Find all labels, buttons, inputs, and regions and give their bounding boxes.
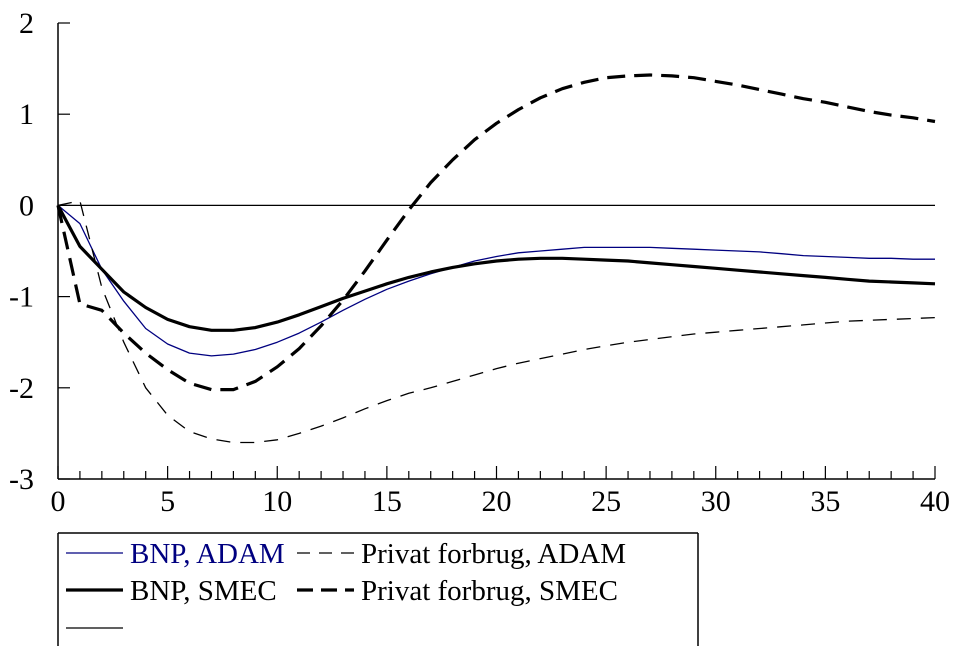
- y-tick-label: -3: [9, 463, 34, 496]
- x-tick-label: 30: [701, 485, 731, 518]
- x-tick-label: 35: [810, 485, 840, 518]
- x-tick-label: 20: [482, 485, 512, 518]
- series-line-privat-forbrug-adam: [57, 200, 936, 444]
- y-tick-label: -1: [9, 281, 34, 314]
- legend-label: BNP, SMEC: [130, 575, 277, 607]
- ticks: [57, 22, 936, 480]
- legend-label: Privat forbrug, ADAM: [361, 538, 626, 570]
- y-tick-label: 2: [19, 7, 34, 40]
- x-tick-label: 5: [160, 485, 175, 518]
- series-line-privat-forbrug-smec: [56, 73, 936, 392]
- x-tick-label: 10: [262, 485, 292, 518]
- legend-label: BNP, ADAM: [130, 538, 285, 570]
- y-tick-label: 1: [19, 98, 34, 131]
- legend: BNP, ADAM Privat forbrug, ADAM BNP, SMEC Pr…: [57, 532, 699, 646]
- x-tick-label: 40: [920, 485, 950, 518]
- legend-label: Privat forbrug, SMEC: [361, 575, 618, 607]
- x-tick-label: 0: [51, 485, 66, 518]
- y-tick-label: 0: [19, 189, 34, 222]
- series-layer: [56, 73, 936, 444]
- axes: [57, 23, 935, 480]
- y-tick-label: -2: [9, 372, 34, 405]
- series-line-bnp-smec: [56, 204, 936, 332]
- x-tick-label: 25: [591, 485, 621, 518]
- x-tick-label: 15: [372, 485, 402, 518]
- series-line-bnp-adam: [57, 204, 935, 357]
